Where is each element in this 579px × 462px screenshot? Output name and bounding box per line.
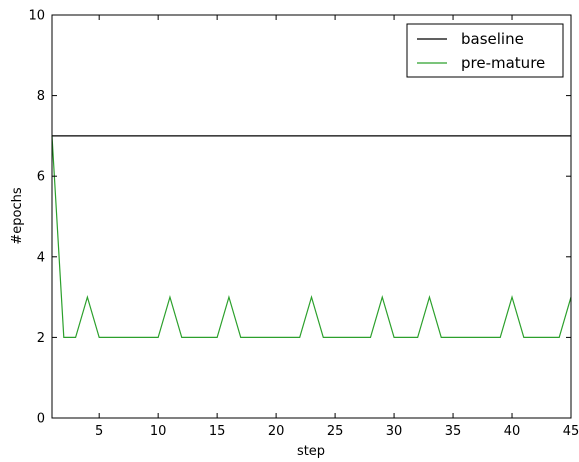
y-tick-label: 6: [37, 170, 45, 185]
x-tick-label: 35: [445, 424, 462, 439]
legend: baseline pre-mature: [406, 23, 564, 78]
series-layer: [51, 135, 572, 338]
y-tick-label: 10: [28, 9, 45, 24]
legend-label: pre-mature: [461, 54, 545, 72]
x-tick-label: 45: [563, 424, 579, 439]
legend-label: baseline: [461, 30, 524, 48]
y-tick-label: 0: [37, 412, 45, 427]
axes-frame: [51, 14, 572, 419]
y-tick-label: 4: [37, 250, 45, 265]
plot-area: [52, 15, 571, 418]
x-tick-label: 10: [150, 424, 167, 439]
legend-box: [406, 23, 564, 78]
plot-background: [52, 15, 571, 418]
series-line-pre-mature: [51, 135, 572, 338]
x-tick-label: 25: [327, 424, 344, 439]
y-axis-label: #epochs: [10, 187, 25, 244]
y-tick-label: 8: [37, 89, 45, 104]
x-tick-label: 30: [386, 424, 403, 439]
x-tick-label: 40: [504, 424, 521, 439]
axes-layer: 5 10 15 20 25 30 35 40 45 0 2 4 6 8 10: [28, 9, 579, 440]
y-tick-label: 2: [37, 331, 45, 346]
x-tick-label: 20: [268, 424, 285, 439]
x-tick-label: 5: [95, 424, 103, 439]
x-tick-label: 15: [209, 424, 226, 439]
x-axis-label: step: [297, 444, 325, 458]
